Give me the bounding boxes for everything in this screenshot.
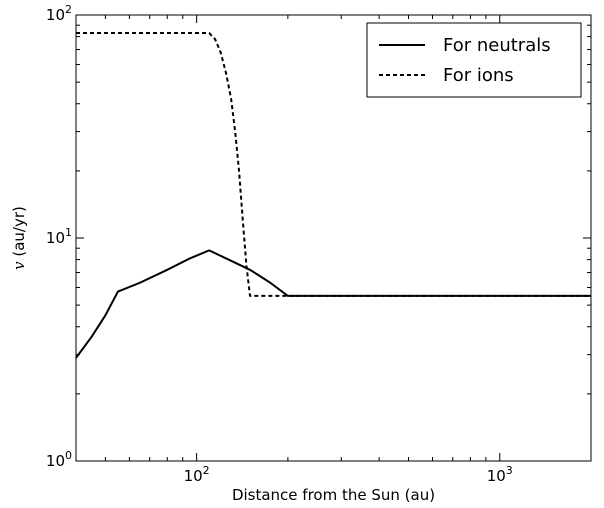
- x-tick-labels: 102 103: [184, 464, 513, 485]
- series-layer: [75, 32, 591, 359]
- x-tick-label: 102: [184, 464, 210, 485]
- y-tick-label: 101: [46, 226, 72, 247]
- y-axis-symbol: v: [10, 261, 28, 270]
- legend: For neutrals For ions: [366, 22, 582, 98]
- y-tick-labels: 100 101 102: [46, 3, 72, 470]
- y-tick-label: 100: [46, 449, 72, 470]
- series-line-2: [76, 32, 591, 297]
- y-axis-title: v (au/yr): [10, 206, 28, 270]
- y-axis-unit: (au/yr): [10, 206, 28, 261]
- y-tick-label: 102: [46, 3, 72, 24]
- legend-label-1: For neutrals: [443, 35, 551, 56]
- plot-frame: [75, 14, 592, 462]
- x-tick-label: 103: [487, 464, 513, 485]
- legend-label-2: For ions: [443, 65, 514, 86]
- x-axis-title: Distance from the Sun (au): [232, 486, 435, 504]
- legend-box: [366, 22, 582, 98]
- series-line-1: [75, 249, 591, 359]
